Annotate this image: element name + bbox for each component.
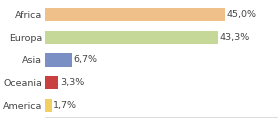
Text: 45,0%: 45,0% xyxy=(227,10,257,19)
Text: 6,7%: 6,7% xyxy=(73,55,97,64)
Text: 43,3%: 43,3% xyxy=(220,33,250,42)
Bar xyxy=(45,99,52,112)
Text: 3,3%: 3,3% xyxy=(60,78,84,87)
Bar xyxy=(45,8,225,21)
Text: 1,7%: 1,7% xyxy=(53,101,77,110)
Bar xyxy=(45,31,218,44)
Bar xyxy=(45,76,58,89)
Bar xyxy=(45,53,72,67)
